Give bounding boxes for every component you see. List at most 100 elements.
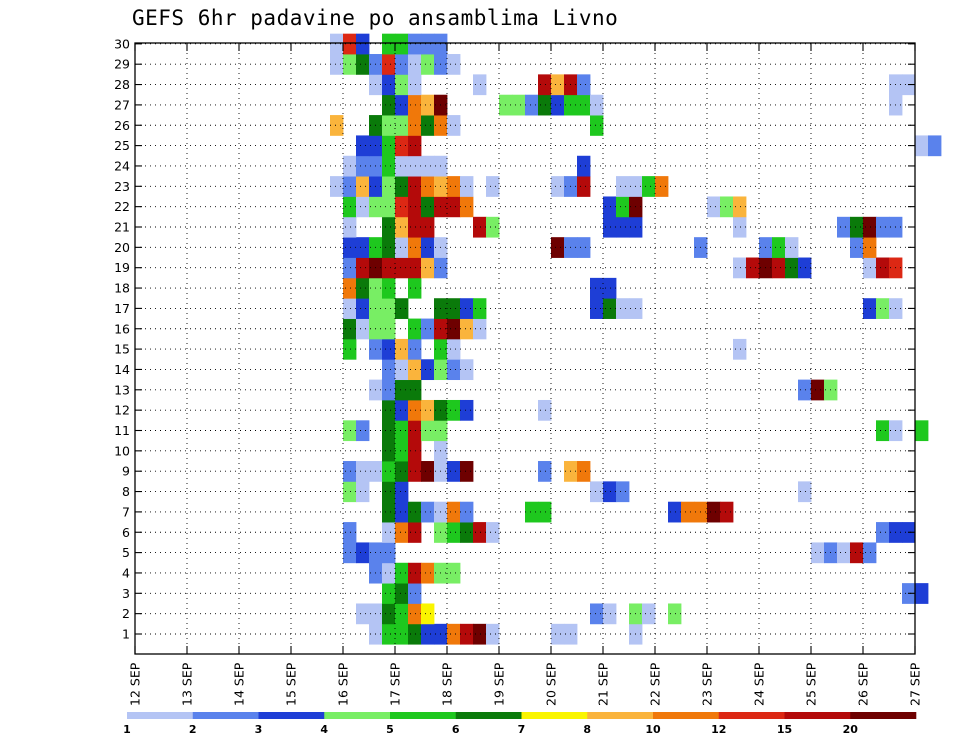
heatmap-cell	[382, 135, 396, 157]
heatmap-cell	[395, 338, 409, 360]
legend-swatch	[653, 712, 720, 719]
x-tick-label: 27 SEP	[908, 662, 923, 706]
heatmap-cell	[733, 216, 747, 238]
heatmap-cell	[356, 461, 370, 482]
heatmap-cell	[447, 623, 461, 645]
heatmap-cell	[642, 176, 656, 197]
heatmap-cell	[551, 623, 565, 645]
heatmap-cell	[356, 176, 370, 197]
heatmap-cell	[395, 359, 409, 381]
heatmap-cell	[616, 481, 630, 503]
heatmap-cell	[590, 94, 604, 116]
heatmap-cell	[343, 196, 357, 218]
heatmap-cell	[408, 33, 422, 55]
heatmap-cell	[421, 216, 435, 238]
x-tick-label: 26 SEP	[856, 662, 871, 706]
legend-label: 1	[123, 723, 131, 736]
heatmap-cell	[395, 440, 409, 462]
legend-label: 15	[777, 723, 792, 736]
heatmap-cell	[408, 420, 422, 442]
heatmap-cell	[772, 237, 786, 258]
heatmap-cell	[382, 115, 396, 136]
heatmap-cell	[447, 115, 461, 136]
heatmap-cell	[590, 298, 604, 319]
y-tick-label: 6	[122, 525, 130, 540]
y-tick-label: 28	[114, 77, 130, 92]
heatmap-cell	[421, 94, 435, 116]
plot-frame	[134, 42, 916, 655]
y-tick-label: 8	[122, 484, 130, 499]
heatmap-cell	[811, 379, 825, 401]
heatmap-cell	[447, 461, 461, 482]
heatmap-cell	[421, 33, 435, 55]
heatmap-cell	[421, 461, 435, 482]
heatmap-cell	[421, 54, 435, 75]
legend-swatch	[784, 712, 851, 719]
heatmap-cell	[382, 501, 396, 523]
heatmap-cell	[876, 216, 890, 238]
heatmap-cell	[668, 501, 682, 523]
y-tick-label: 13	[114, 382, 130, 397]
heatmap-cell	[720, 501, 734, 523]
heatmap-cell	[382, 318, 396, 340]
heatmap-cell	[408, 94, 422, 116]
x-tick-label: 14 SEP	[232, 662, 247, 706]
x-tick-label: 18 SEP	[440, 662, 455, 706]
legend-label: 20	[843, 723, 859, 736]
heatmap-cell	[850, 542, 864, 564]
heatmap-cell	[590, 115, 604, 136]
heatmap-cell	[343, 176, 357, 197]
heatmap-cell	[408, 440, 422, 462]
legend-label: 8	[583, 723, 591, 736]
heatmap-cell	[382, 257, 396, 279]
x-tick-label: 25 SEP	[804, 662, 819, 706]
heatmap-cell	[408, 501, 422, 523]
heatmap-cell	[473, 298, 487, 319]
heatmap-cell	[408, 155, 422, 177]
heatmap-cell	[395, 583, 409, 604]
heatmap-cell	[590, 481, 604, 503]
heatmap-cell	[395, 623, 409, 645]
legend-swatch	[455, 712, 522, 719]
y-tick-label: 5	[122, 545, 130, 560]
legend-swatch	[324, 712, 391, 719]
heatmap-cell	[356, 237, 370, 258]
heatmap-cell	[408, 216, 422, 238]
heatmap-cell	[551, 94, 565, 116]
heatmap-cell	[707, 501, 721, 523]
legend-label: 2	[189, 723, 197, 736]
heatmap-cell	[382, 583, 396, 604]
heatmap-cell	[382, 359, 396, 381]
heatmap-cell	[408, 562, 422, 584]
heatmap-cell	[577, 237, 591, 258]
heatmap-cell	[486, 216, 500, 238]
heatmap-cell	[408, 277, 422, 299]
x-tick-label: 12 SEP	[128, 662, 143, 706]
heatmap-cell	[408, 359, 422, 381]
heatmap-cell	[356, 196, 370, 218]
heatmap-cell	[603, 196, 617, 218]
legend-label: 6	[452, 723, 460, 736]
legend-label: 4	[320, 723, 328, 736]
heatmap-cell	[863, 257, 877, 279]
legend-swatch	[390, 712, 457, 719]
heatmap-cell	[473, 74, 487, 96]
heatmap-cell	[616, 176, 630, 197]
heatmap-cell	[577, 176, 591, 197]
y-tick-label: 12	[114, 403, 130, 418]
heatmap-cell	[408, 318, 422, 340]
heatmap-cell	[356, 277, 370, 299]
heatmap-cell	[382, 522, 396, 543]
heatmap-cell	[382, 440, 396, 462]
heatmap-cell	[356, 298, 370, 319]
y-tick-label: 17	[114, 301, 130, 316]
y-tick-label: 21	[114, 220, 130, 235]
heatmap-cell	[421, 399, 435, 421]
heatmap-cell	[343, 542, 357, 564]
heatmap-cell	[343, 54, 357, 75]
heatmap-cell	[395, 176, 409, 197]
heatmap-cell	[863, 542, 877, 564]
heatmap-cell	[395, 74, 409, 96]
heatmap-cell	[408, 338, 422, 360]
